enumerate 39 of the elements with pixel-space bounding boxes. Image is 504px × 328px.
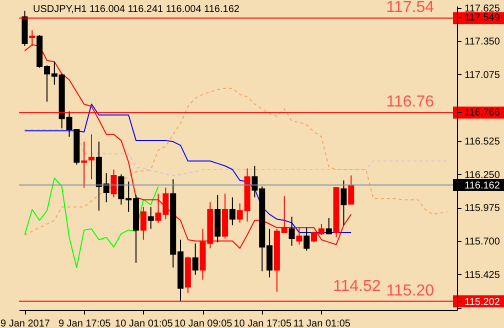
chart-title: USDJPY,H1 116.004 116.241 116.004 116.162 [33, 4, 240, 15]
ref-line-label: 115.20 [386, 282, 434, 300]
candlestick [304, 227, 310, 252]
candlestick [192, 242, 198, 276]
x-tick-label: 9 Jan 17:05 [58, 318, 112, 328]
line-series [24, 104, 352, 233]
candlestick [229, 196, 236, 226]
candlestick [148, 206, 154, 230]
y-tick-label: 116.162 [464, 180, 500, 192]
candlestick [348, 174, 354, 205]
x-tick-label: 10 Jan 01:05 [115, 318, 174, 328]
candlestick [340, 180, 347, 226]
candlestick [81, 141, 88, 188]
y-tick-label: 115.425 [464, 270, 500, 281]
candlestick [88, 134, 94, 180]
ref-line-label: 116.76 [386, 94, 434, 111]
ref-line-label: 117.54 [386, 0, 434, 16]
candlestick [288, 216, 295, 246]
y-tick-label: 115.202 [464, 296, 500, 308]
candlestick [140, 206, 146, 240]
x-tick-label: 9 Jan 2017 [0, 318, 50, 328]
candlestick [326, 217, 332, 234]
line-series [24, 177, 159, 268]
annotation: 114.52 [333, 278, 381, 295]
candlestick [296, 227, 302, 246]
y-tick-label: 117.075 [464, 70, 500, 81]
y-tick-label: 117.350 [464, 36, 500, 48]
y-tick-label: 115.975 [464, 203, 500, 214]
y-tick-label: 116.250 [464, 170, 500, 181]
candlestick [110, 169, 117, 198]
y-tick-label: 115.700 [464, 236, 500, 248]
line-series [24, 88, 448, 236]
y-tick-label: 117.625 [464, 3, 500, 14]
y-tick-label: 116.525 [464, 136, 500, 148]
x-tick-label: 11 Jan 01:05 [293, 318, 351, 328]
x-tick-label: 10 Jan 17:05 [234, 318, 292, 328]
y-tick-label: 117.549 [464, 12, 500, 24]
x-tick-label: 10 Jan 09:05 [174, 318, 233, 328]
y-tick-label: 116.766 [464, 107, 500, 118]
